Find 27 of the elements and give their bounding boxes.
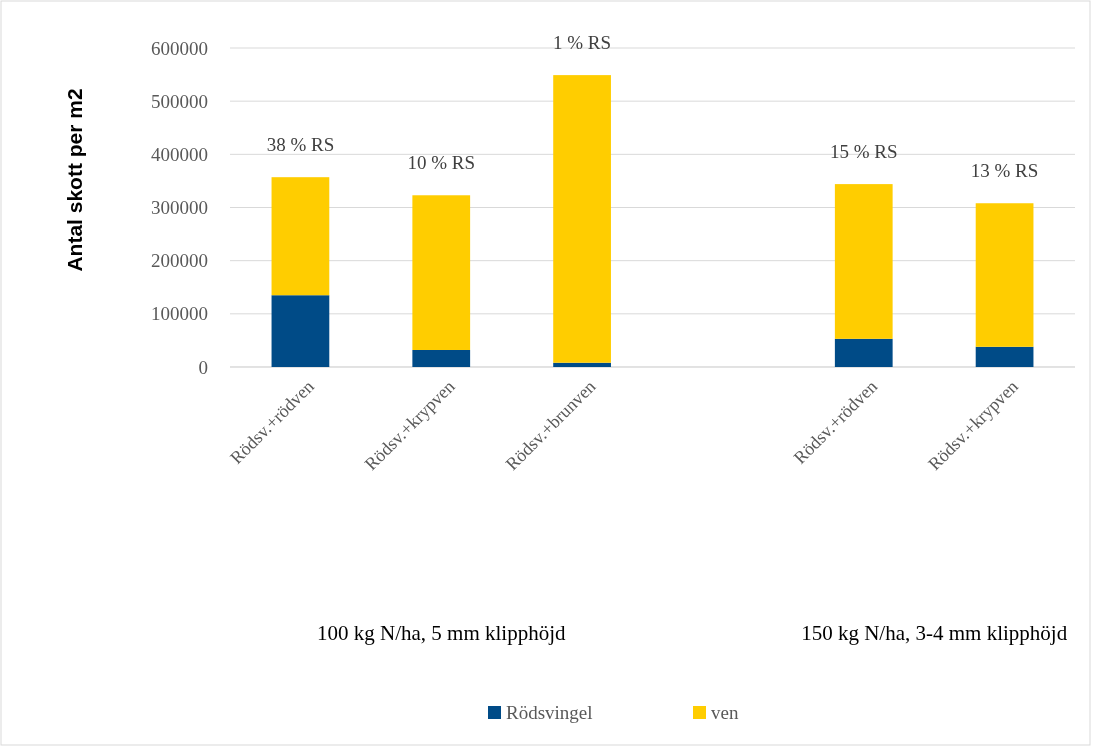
y-tick-label: 500000 xyxy=(151,90,208,112)
bar xyxy=(834,184,893,339)
bar xyxy=(975,346,1034,367)
bar xyxy=(553,75,611,363)
annotation: 13 % RS xyxy=(970,160,1039,182)
bar xyxy=(834,338,893,367)
y-tick-label: 300000 xyxy=(151,197,208,219)
y-tick-label: 0 xyxy=(198,356,208,378)
y-axis-title: Antal skott per m2 xyxy=(63,88,86,272)
text: 100 kg N/ha, 5 mm klipphöjd xyxy=(317,621,566,645)
legend-label: Rödsvingel xyxy=(506,702,593,723)
y-tick-label: 400000 xyxy=(151,143,208,165)
y-tick-label: 200000 xyxy=(151,250,208,272)
annotation: 1 % RS xyxy=(553,32,612,54)
bar xyxy=(271,295,330,367)
y-tick-label: 600000 xyxy=(151,37,208,59)
bar xyxy=(553,362,611,367)
legend-label: ven xyxy=(711,702,739,723)
annotation: 15 % RS xyxy=(829,141,898,163)
bar xyxy=(975,203,1034,347)
y-tick-label: 100000 xyxy=(151,303,208,325)
bar xyxy=(412,195,471,350)
annotation: 10 % RS xyxy=(407,152,476,174)
text: 150 kg N/ha, 3-4 mm klipphöjd xyxy=(801,621,1068,645)
bar xyxy=(412,349,471,367)
bar xyxy=(271,177,330,296)
annotation: 38 % RS xyxy=(266,134,335,156)
